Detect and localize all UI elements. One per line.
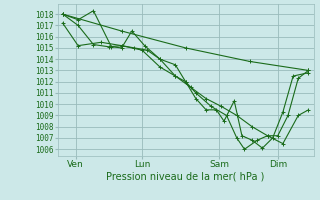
X-axis label: Pression niveau de la mer( hPa ): Pression niveau de la mer( hPa ) bbox=[107, 172, 265, 182]
